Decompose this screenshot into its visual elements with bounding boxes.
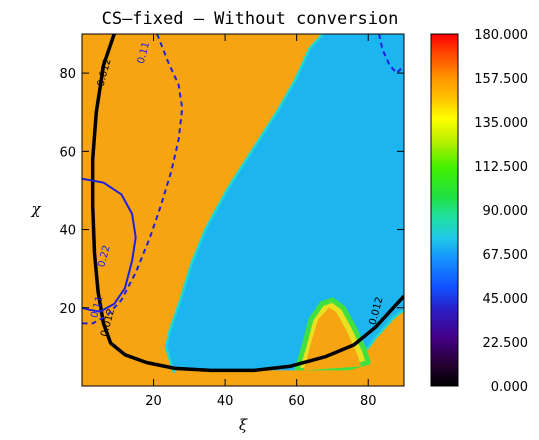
y-tick-label: 20: [59, 302, 76, 317]
heatmap-hill-core: [303, 307, 362, 371]
colorbar-tick-label: 67.500: [483, 248, 529, 263]
contour-line-2: [378, 34, 404, 75]
colorbar-tick-label: 135.000: [474, 116, 528, 131]
x-axis-ticks: 20 40 60 80: [145, 34, 376, 409]
chart-title: CS–fixed – Without conversion: [102, 9, 399, 29]
y-axis-label: χ: [30, 200, 41, 218]
contour-line-0: [90, 34, 404, 373]
x-tick-label: 60: [288, 394, 305, 409]
y-tick-label: 80: [59, 67, 76, 82]
colorbar-tick-label: 90.000: [483, 204, 529, 219]
y-tick-label: 60: [59, 145, 76, 160]
x-tick-label: 80: [360, 394, 377, 409]
plot-frame: [81, 33, 405, 387]
colorbar-tick-label: 180.000: [474, 28, 528, 43]
y-tick-label: 40: [59, 224, 76, 239]
x-tick-label: 20: [145, 394, 162, 409]
colorbar-tick-label: 112.500: [474, 160, 528, 175]
colorbar-tick-label: 22.500: [483, 336, 529, 351]
x-axis-label: ξ: [239, 416, 248, 434]
heatmap-region-0: [167, 34, 404, 371]
colorbar: [430, 33, 459, 387]
colorbar-tick-label: 45.000: [483, 292, 529, 307]
y-axis-ticks: 20 40 60 80: [59, 67, 404, 317]
colorbar-tick-label: 0.000: [491, 380, 528, 395]
heatmap-regions: [164, 34, 404, 386]
heatmap-bottom-strip: [175, 370, 404, 386]
colorbar-ticks: 0.000 22.500 45.000 67.500 90.000 112.500 135.…: [474, 28, 528, 395]
contour-line-3: [82, 177, 137, 313]
contour-line-1: [82, 34, 184, 325]
x-tick-label: 40: [217, 394, 234, 409]
colorbar-tick-label: 157.500: [474, 72, 528, 87]
